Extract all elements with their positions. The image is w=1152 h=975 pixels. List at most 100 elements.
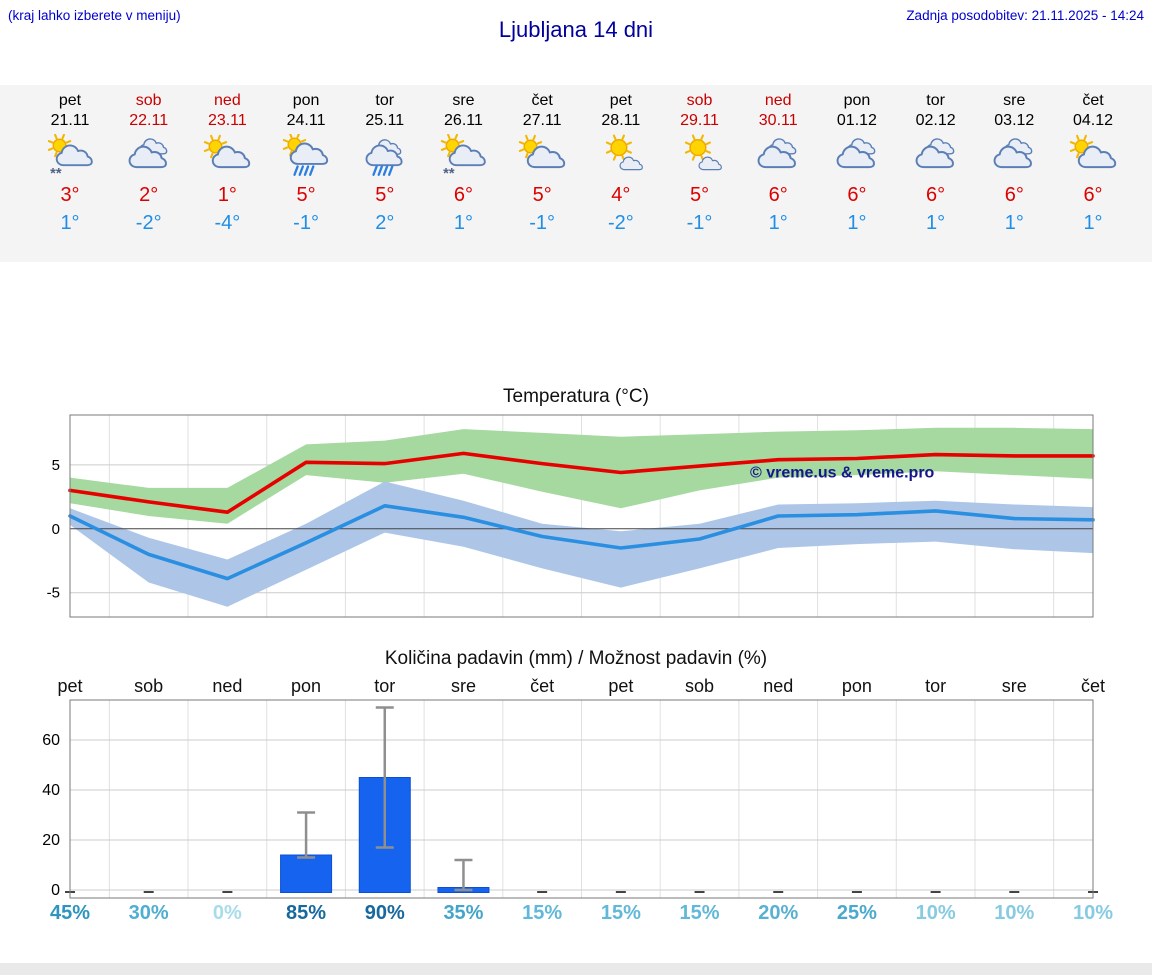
forecast-day-11: pon 01.12 6° 1° [817, 85, 897, 235]
day-date-label: 27.11 [522, 112, 562, 129]
high-temp: 5° [375, 184, 395, 206]
min-temp-range-band [70, 481, 1093, 607]
precip-probability: 10% [994, 902, 1035, 924]
precipitation-chart-title: Količina padavin (mm) / Možnost padavin … [384, 648, 768, 669]
sun-cloud-icon [204, 134, 251, 169]
day-date-label: 02.12 [915, 112, 956, 129]
day-date-label: 01.12 [836, 112, 877, 129]
forecast-day-3: ned 23.11 1° -4° [187, 85, 267, 235]
low-temp: 1° [847, 212, 867, 234]
day-date-label: 26.11 [444, 112, 483, 129]
precip-probability: 15% [679, 902, 720, 924]
forecast-day-2: sob 22.11 2° -2° [109, 85, 189, 235]
sun-small-cloud-icon [605, 134, 643, 171]
day-name-label: pet [609, 92, 632, 109]
precip-day-label: tor [374, 676, 396, 696]
menu-hint: (kraj lahko izberete v meniju) [8, 8, 181, 23]
forecast-day-5: tor 25.11 5° 2° [345, 85, 425, 235]
cloudy-icon [915, 138, 954, 169]
forecast-strip: pet 21.11 ** 3° 1° sob 22.11 2° -2° ned 23.11 1° -4°… [0, 85, 1152, 262]
high-temp: 6° [1083, 184, 1103, 206]
day-date-label: 23.11 [207, 112, 247, 129]
precip-probability: 35% [443, 902, 484, 924]
precip-probability: 20% [758, 902, 799, 924]
day-name-label: čet [1082, 92, 1104, 109]
sun-small-cloud-icon [684, 134, 722, 171]
low-temp: 1° [926, 212, 946, 234]
forecast-day-4: pon 24.11 5° -1° [266, 85, 346, 235]
precip-range-whisker [297, 811, 316, 859]
precip-range-whisker [454, 858, 473, 892]
day-name-label: ned [764, 92, 792, 109]
precip-probability: 30% [128, 902, 169, 924]
precip-range-whisker [375, 706, 394, 849]
precip-day-label: sre [450, 676, 476, 696]
day-date-label: 04.12 [1072, 112, 1114, 129]
svg-text:5: 5 [52, 457, 60, 474]
forecast-day-12: tor 02.12 6° 1° [896, 85, 976, 235]
precip-probability-labels: 45% 30% 0% 85% 90% 35% 15% 15% 15% 20% 25% 10% 10% 10… [0, 902, 1152, 930]
precip-probability: 85% [286, 902, 327, 924]
precip-probability: 0% [212, 902, 242, 924]
temperature-chart-title: Temperatura (°C) [503, 386, 649, 407]
watermark-link[interactable]: © vreme.us & vreme.pro [750, 465, 935, 482]
cloud-rain-icon [365, 139, 403, 176]
high-temp: 6° [453, 184, 474, 206]
precip-day-label: sre [1001, 676, 1027, 696]
precip-probability: 10% [915, 902, 956, 924]
precip-day-label: pon [291, 676, 322, 696]
sun-cloud-icon [518, 134, 566, 169]
forecast-day-13: sre 03.12 6° 1° [974, 85, 1054, 235]
low-temp: -2° [135, 212, 162, 234]
day-name-label: pet [58, 92, 82, 109]
low-temp: -2° [607, 212, 634, 234]
sun-cloud-rain-icon [282, 134, 329, 176]
cloudy-icon [757, 138, 797, 169]
precip-day-label: ned [763, 676, 794, 696]
svg-text:20: 20 [42, 832, 60, 849]
precip-day-label: tor [925, 676, 947, 696]
day-date-label: 03.12 [994, 112, 1035, 129]
high-temp: 5° [689, 184, 710, 206]
high-temp: 6° [926, 184, 946, 206]
svg-text:0: 0 [52, 521, 60, 538]
precip-day-label: čet [1080, 676, 1106, 696]
day-name-label: sre [452, 92, 475, 109]
high-temp: 6° [768, 184, 788, 206]
page-title: Ljubljana 14 dni [498, 17, 654, 42]
forecast-day-10: ned 30.11 6° 1° [738, 85, 818, 235]
precip-day-label: pon [841, 676, 872, 696]
high-temp: 6° [847, 184, 867, 206]
high-temp: 3° [60, 184, 80, 206]
precip-day-label: pet [608, 676, 634, 696]
cloudy-icon [836, 138, 876, 169]
day-name-label: sob [686, 92, 713, 109]
day-name-label: tor [926, 92, 945, 109]
precip-bar [280, 854, 333, 893]
high-temp: 4° [611, 184, 631, 206]
bottom-divider [0, 963, 1152, 975]
forecast-day-9: sob 29.11 5° -1° [660, 85, 740, 235]
day-name-label: tor [375, 92, 395, 109]
day-name-label: pon [292, 92, 320, 109]
day-date-label: 28.11 [601, 112, 641, 129]
temperature-chart: 5 0 -5 © vreme.us & vreme.pro [47, 414, 1095, 618]
day-date-label: 29.11 [680, 112, 719, 129]
svg-text:**: ** [444, 166, 456, 180]
high-temp: 1° [217, 184, 237, 206]
low-temp: 1° [768, 212, 788, 234]
high-temp: 6° [1004, 184, 1024, 206]
svg-text:40: 40 [42, 782, 60, 799]
low-temp: 1° [60, 212, 80, 234]
precip-probability: 10% [1072, 902, 1114, 924]
high-temp: 5° [532, 184, 552, 206]
low-temp: -1° [686, 212, 713, 234]
cloudy-icon [993, 138, 1033, 169]
day-name-label: pon [843, 92, 871, 109]
forecast-day-6: sre 26.11 ** 6° 1° [423, 85, 503, 235]
min-temp-line [68, 504, 1095, 581]
low-temp: 2° [375, 212, 395, 234]
high-temp: 2° [139, 184, 159, 206]
day-date-label: 25.11 [365, 112, 405, 129]
